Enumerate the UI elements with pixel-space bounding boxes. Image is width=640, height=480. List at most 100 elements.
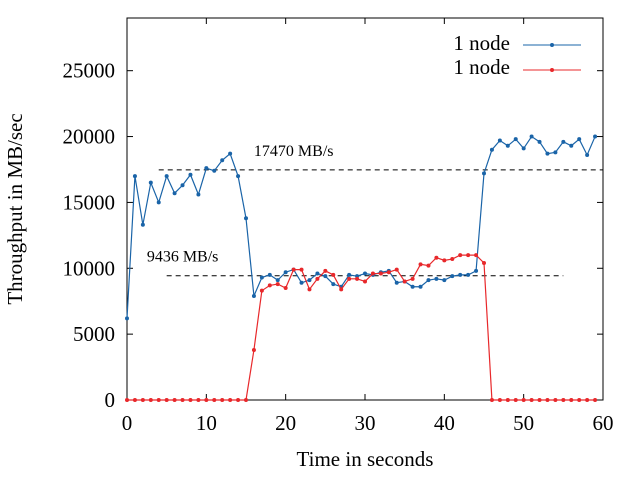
series-2-point (553, 398, 558, 402)
series-2-point (410, 276, 415, 281)
series-1-point (474, 268, 479, 273)
series-line-1 (126, 135, 596, 319)
annotation-label-1: 17470 MB/s (254, 143, 334, 160)
series-1-point (529, 134, 534, 139)
series-2-point (386, 270, 391, 275)
series-2-point (593, 398, 598, 402)
series-layer (125, 134, 598, 402)
series-2-point (251, 347, 256, 352)
legend-entry-1: 1 node (453, 31, 581, 55)
series-2-point (259, 288, 264, 293)
x-tick-label: 10 (196, 411, 217, 435)
series-1-point (275, 278, 280, 283)
series-2-point (347, 276, 352, 281)
series-1-point (482, 171, 486, 176)
series-1-point (188, 172, 193, 177)
series-2-point (188, 398, 193, 402)
series-2-point (220, 398, 225, 402)
series-1-point (267, 272, 272, 277)
y-axis-title: Throughput in MB/sec (3, 113, 27, 304)
series-2-point (394, 267, 399, 272)
series-2-point (140, 398, 145, 402)
series-1-point (418, 284, 423, 289)
series-2-point (267, 283, 272, 288)
series-2-point (299, 267, 304, 272)
series-2-point (505, 398, 510, 402)
series-1-point (347, 272, 352, 277)
series-1-point (426, 278, 431, 283)
series-1-point (585, 152, 590, 157)
series-2-point (125, 398, 129, 402)
series-2-point (521, 398, 526, 402)
series-1-point (148, 180, 153, 185)
x-tick-label: 50 (513, 411, 534, 435)
series-2-point (497, 398, 502, 402)
series-2-point (172, 398, 177, 402)
series-1-point (156, 200, 161, 205)
series-1-point (513, 137, 518, 142)
series-2-point (569, 398, 574, 402)
series-2-point (370, 271, 375, 276)
series-2-point (164, 398, 169, 402)
series-1-point (196, 192, 201, 197)
series-1-point (363, 271, 367, 276)
series-1-point (125, 316, 129, 321)
y-tick-label: 20000 (63, 125, 116, 149)
series-1-point (450, 274, 455, 279)
series-1-point (434, 276, 439, 281)
series-1-point (307, 278, 312, 283)
series-2-point (585, 398, 590, 402)
series-2-point (204, 398, 209, 402)
plot-frame (126, 17, 604, 401)
series-2-point (537, 398, 542, 402)
series-2-point (474, 253, 479, 258)
series-2-point (418, 262, 423, 267)
series-2-point (331, 272, 336, 277)
series-1-point (228, 151, 233, 156)
series-1-point (220, 158, 225, 163)
series-1-point (164, 174, 169, 179)
series-1-point (283, 270, 288, 275)
series-2-point (482, 261, 486, 266)
series-2-point (561, 398, 566, 402)
series-1-point (497, 138, 502, 143)
series-line-2 (127, 254, 596, 401)
series-2-point (291, 267, 296, 272)
series-2-point (275, 282, 280, 287)
series-1-point (561, 139, 566, 144)
series-1-point (410, 284, 415, 289)
x-tick-label: 40 (434, 411, 455, 435)
y-tick-label: 5000 (73, 322, 115, 346)
y-tick-label: 25000 (63, 59, 116, 83)
series-2-point (315, 276, 320, 281)
y-tick-label: 10000 (63, 256, 116, 280)
series-2-point (466, 253, 471, 258)
series-2-point (148, 398, 153, 402)
series-1-point (323, 274, 328, 279)
series-2-point (212, 398, 217, 402)
series-2-point (307, 287, 312, 292)
series-1-point (244, 216, 248, 221)
legend-entry-2: 1 node (453, 55, 581, 79)
legend-label-2: 1 node (453, 55, 510, 79)
series-1-point (505, 143, 510, 148)
series-1-point (553, 150, 558, 155)
series-1-point (331, 282, 336, 287)
series-1-point (140, 222, 145, 227)
series-2-point (283, 286, 288, 291)
series-1-point (489, 147, 494, 152)
series-2-point (244, 398, 248, 402)
series-2-point (442, 258, 447, 263)
x-tick-label: 20 (275, 411, 296, 435)
series-2-point (363, 279, 367, 284)
series-2-point (513, 398, 518, 402)
y-tick-label: 0 (105, 388, 116, 412)
series-2-point (196, 398, 201, 402)
legend-label-1: 1 node (453, 31, 510, 55)
series-1-point (204, 166, 209, 171)
series-2-point (236, 398, 241, 402)
series-2-point (355, 276, 360, 281)
series-2-point (132, 398, 137, 402)
series-1-point (537, 139, 542, 144)
